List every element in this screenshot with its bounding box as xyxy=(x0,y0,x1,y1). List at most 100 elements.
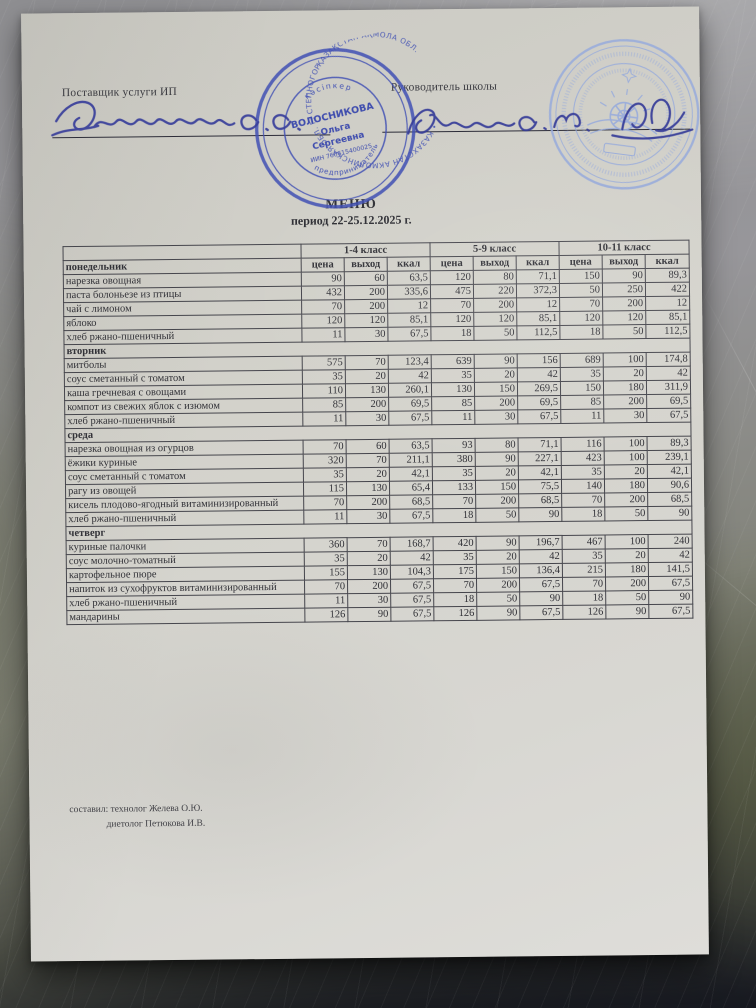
footer: составил: технолог Желева О.Ю. диетолог … xyxy=(69,802,205,833)
value-cell: 35 xyxy=(431,368,475,383)
value-cell: 90 xyxy=(347,607,391,622)
value-cell: 70 xyxy=(430,298,474,313)
value-cell: 42 xyxy=(648,548,693,563)
column-header: выход xyxy=(602,254,646,270)
value-cell: 35 xyxy=(432,466,476,481)
value-cell: 575 xyxy=(302,355,346,371)
value-cell: 35 xyxy=(302,369,346,385)
column-header: ккал xyxy=(645,254,690,269)
value-cell: 90 xyxy=(301,271,345,287)
value-cell: 112,5 xyxy=(516,325,560,340)
value-cell: 200 xyxy=(603,394,647,409)
value-cell: 196,7 xyxy=(519,535,563,550)
stamp-microtext-ring xyxy=(561,51,687,177)
value-cell: 67,5 xyxy=(390,592,434,608)
value-cell: 69,5 xyxy=(517,395,561,410)
value-cell: 50 xyxy=(602,324,646,339)
value-cell: 65,4 xyxy=(389,480,433,496)
value-cell: 42,1 xyxy=(389,466,433,482)
value-cell: 130 xyxy=(347,565,391,580)
value-cell: 12 xyxy=(516,297,560,312)
value-cell: 70 xyxy=(562,576,606,592)
value-cell: 70 xyxy=(303,495,347,511)
school-stamp xyxy=(548,38,700,190)
value-cell: 90 xyxy=(475,451,519,467)
value-cell: 20 xyxy=(603,366,647,381)
value-cell: 20 xyxy=(475,465,519,481)
value-cell: 68,5 xyxy=(518,493,562,508)
value-cell: 30 xyxy=(345,411,389,426)
value-cell: 11 xyxy=(303,509,347,525)
value-cell: 35 xyxy=(560,366,604,382)
value-cell: 200 xyxy=(604,492,648,507)
value-cell: 18 xyxy=(559,325,603,340)
value-cell: 69,5 xyxy=(646,394,691,409)
value-cell: 133 xyxy=(432,480,476,495)
menu-table: 1-4 класс 5-9 класс 10-11 класс понедельник… xyxy=(62,240,693,626)
supplier-signature xyxy=(51,100,301,137)
value-cell: 11 xyxy=(431,410,475,425)
value-cell: 200 xyxy=(347,579,391,594)
value-cell: 30 xyxy=(344,327,389,342)
value-cell: 240 xyxy=(648,534,693,549)
value-cell: 20 xyxy=(476,549,520,565)
value-cell: 372,3 xyxy=(516,283,560,298)
value-cell: 70 xyxy=(561,492,605,508)
value-cell: 70 xyxy=(346,453,390,468)
value-cell: 68,5 xyxy=(647,492,692,507)
menu-document: Поставщик услуги ИП Руководитель школы Қ… xyxy=(21,6,709,962)
value-cell: 423 xyxy=(561,450,605,466)
value-cell: 239,1 xyxy=(647,450,692,465)
value-cell: 126 xyxy=(433,606,477,621)
value-cell: 90 xyxy=(605,604,649,619)
value-cell: 311,9 xyxy=(646,380,691,395)
value-cell: 200 xyxy=(344,285,388,300)
value-cell: 67,5 xyxy=(648,576,693,591)
value-cell: 110 xyxy=(302,383,346,399)
stamp-microtext-ring xyxy=(578,68,670,160)
value-cell: 140 xyxy=(561,478,605,494)
value-cell: 42 xyxy=(390,550,434,566)
value-cell: 42,1 xyxy=(647,464,692,479)
value-cell: 70 xyxy=(304,579,348,595)
value-cell: 180 xyxy=(605,562,649,577)
value-cell: 200 xyxy=(602,296,646,312)
value-cell: 18 xyxy=(433,592,477,607)
value-cell: 90 xyxy=(518,507,562,522)
value-cell: 89,3 xyxy=(645,268,690,283)
value-cell: 155 xyxy=(304,565,348,581)
value-cell: 35 xyxy=(561,464,605,480)
value-cell: 20 xyxy=(474,367,518,383)
scratch-line xyxy=(697,283,756,478)
value-cell: 60 xyxy=(346,439,390,454)
value-cell: 422 xyxy=(645,282,690,297)
value-cell: 100 xyxy=(604,436,648,451)
value-cell: 335,6 xyxy=(387,284,431,300)
value-cell: 12 xyxy=(645,296,690,311)
value-cell: 150 xyxy=(475,479,519,495)
dish-name-cell: мандарины xyxy=(66,608,305,625)
value-cell: 42 xyxy=(519,549,563,564)
value-cell: 30 xyxy=(603,408,647,423)
value-cell: 475 xyxy=(430,284,474,299)
value-cell: 30 xyxy=(474,409,518,425)
director-signature xyxy=(407,98,694,140)
value-cell: 35 xyxy=(562,548,606,564)
column-header: выход xyxy=(473,255,517,271)
value-cell: 18 xyxy=(561,506,605,522)
column-header: выход xyxy=(344,257,388,272)
value-cell: 85,1 xyxy=(645,310,690,325)
value-cell: 123,4 xyxy=(388,354,432,370)
value-cell: 100 xyxy=(604,450,648,465)
value-cell: 67,5 xyxy=(387,326,432,342)
supplier-stamp: ҚАЗАҚСТАН АҚМОЛА ОБЛ. СТЕПНОГОРСК Қ. • К… xyxy=(231,24,451,209)
value-cell: 50 xyxy=(473,325,517,341)
value-cell: 200 xyxy=(474,395,518,411)
value-cell: 200 xyxy=(473,297,517,313)
value-cell: 80 xyxy=(475,437,519,453)
value-cell: 60 xyxy=(344,271,388,286)
column-header: цена xyxy=(430,256,474,271)
value-cell: 11 xyxy=(560,408,604,424)
value-cell: 250 xyxy=(602,282,646,298)
value-cell: 120 xyxy=(559,311,603,326)
